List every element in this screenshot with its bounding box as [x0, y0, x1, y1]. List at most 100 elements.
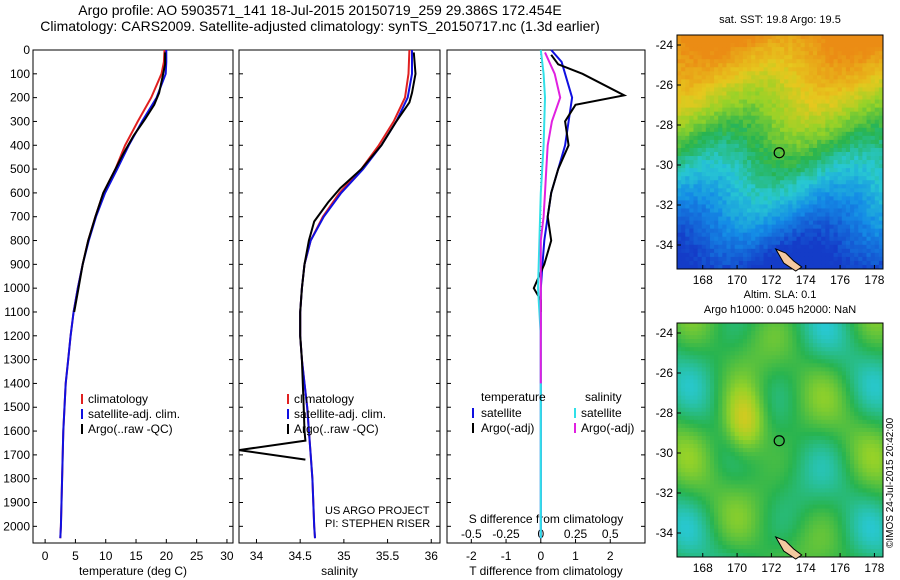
sdiff-xlabel: S difference from climatology — [469, 512, 624, 526]
depth-tick-label: 1600 — [3, 424, 30, 438]
header-line-1: Argo profile: AO 5903571_141 18-Jul-2015… — [78, 2, 562, 18]
legend-title-salinity: salinity — [585, 390, 622, 404]
temperature-xtick-label: 0 — [42, 549, 49, 563]
temperature-series-argo-raw-qc- — [73, 52, 167, 313]
depth-tick-label: 400 — [10, 138, 30, 152]
sdiff-xtick-label: -0.25 — [492, 527, 520, 541]
sla-map-ytick-label: -26 — [656, 366, 674, 380]
depth-tick-label: 100 — [10, 67, 30, 81]
legend-label: Argo(..raw -QC) — [88, 422, 173, 436]
depth-tick-label: 500 — [10, 162, 30, 176]
sla-map-ytick-label: -30 — [656, 446, 674, 460]
sla-map-xtick-label: 172 — [761, 561, 781, 575]
depth-tick-label: 300 — [10, 114, 30, 128]
sst-map-frame — [676, 34, 884, 270]
difference-xtick-label: 2 — [607, 549, 614, 563]
sla-map-argo-position-marker — [773, 435, 785, 447]
legend-label: satellite — [481, 406, 522, 420]
legend-label: Argo(-adj) — [581, 421, 634, 435]
sla-map-ytick-label: -28 — [656, 406, 674, 420]
sla-map-xtick-label: 168 — [693, 561, 713, 575]
difference-plot-frame — [446, 49, 646, 544]
credit-project: US ARGO PROJECT — [325, 505, 430, 517]
sla-map-ytick-label: -34 — [656, 526, 674, 540]
sst-map-xtick-label: 172 — [761, 273, 781, 287]
sst-map-xtick-label: 168 — [693, 273, 713, 287]
temperature-xtick-label: 5 — [72, 549, 79, 563]
temperature-xtick-label: 10 — [99, 549, 113, 563]
depth-tick-label: 0 — [23, 43, 30, 57]
salinity-xtick-label: 34.5 — [288, 549, 312, 563]
depth-tick-label: 1700 — [3, 448, 30, 462]
salinity-xtick-label: 36 — [425, 549, 439, 563]
sst-map-ytick-label: -26 — [656, 78, 674, 92]
legend-title-temperature: temperature — [481, 390, 546, 404]
depth-tick-label: 1500 — [3, 400, 30, 414]
sla-map-raster — [677, 323, 884, 558]
sst-map-ytick-label: -24 — [656, 38, 674, 52]
sla-map-xtick-label: 174 — [796, 561, 816, 575]
legend-label: satellite-adj. clim. — [88, 407, 180, 421]
sst-map-ytick-label: -28 — [656, 118, 674, 132]
legend-label: climatology — [294, 392, 354, 406]
depth-tick-label: 1300 — [3, 353, 30, 367]
salinity-plot-frame — [238, 49, 441, 544]
temperature-xtick-label: 20 — [160, 549, 174, 563]
legend-label: climatology — [88, 392, 148, 406]
depth-tick-label: 600 — [10, 186, 30, 200]
salinity-xlabel: salinity — [321, 564, 358, 578]
temperature-xtick-label: 25 — [190, 549, 204, 563]
sla-map-xtick-label: 170 — [727, 561, 747, 575]
legend-label: Argo(-adj) — [481, 421, 534, 435]
sst-map-ytick-label: -32 — [656, 198, 674, 212]
depth-tick-label: 800 — [10, 234, 30, 248]
depth-tick-label: 2000 — [3, 519, 30, 533]
salinity-series-argo-raw-qc- — [238, 52, 417, 461]
difference-xtick-label: -1 — [501, 549, 512, 563]
sla-map-frame — [676, 322, 884, 558]
sst-map-title: sat. SST: 19.8 Argo: 19.5 — [719, 14, 841, 26]
legend-label: Argo(..raw -QC) — [294, 422, 379, 436]
depth-tick-label: 900 — [10, 257, 30, 271]
sdiff-xtick-label: -0.5 — [461, 527, 482, 541]
sdiff-xtick-label: 0.5 — [602, 527, 619, 541]
depth-tick-label: 1800 — [3, 472, 30, 486]
sla-map-xtick-label: 176 — [830, 561, 850, 575]
difference-xtick-label: 1 — [572, 549, 579, 563]
sst-map-coastline — [774, 248, 803, 272]
sla-map-subtitle: Argo h1000: 0.045 h2000: NaN — [703, 304, 857, 316]
difference-xtick-label: 0 — [537, 549, 544, 563]
sst-map-raster — [677, 35, 884, 270]
sst-map-ytick-label: -34 — [656, 238, 674, 252]
difference-series-salinity-argo-adj- — [539, 51, 562, 384]
salinity-xtick-label: 34 — [250, 549, 264, 563]
sla-map-ytick-label: -24 — [656, 326, 674, 340]
depth-tick-label: 200 — [10, 91, 30, 105]
depth-tick-label: 700 — [10, 210, 30, 224]
sst-map-xtick-label: 170 — [727, 273, 747, 287]
salinity-xtick-label: 35 — [337, 549, 351, 563]
salinity-xtick-label: 35.5 — [376, 549, 400, 563]
depth-tick-label: 1000 — [3, 281, 30, 295]
imos-watermark: ©IMOS 24-Jul-2015 20:42:00 — [885, 417, 896, 548]
sla-map-title: Altim. SLA: 0.1 — [743, 289, 817, 301]
sst-map-xtick-label: 178 — [864, 273, 884, 287]
sst-map-argo-position-marker — [773, 147, 785, 159]
legend-label: satellite-adj. clim. — [294, 407, 386, 421]
sst-map-ytick-label: -30 — [656, 158, 674, 172]
depth-tick-label: 1900 — [3, 496, 30, 510]
sst-map-xtick-label: 176 — [830, 273, 850, 287]
depth-tick-label: 1200 — [3, 329, 30, 343]
depth-tick-label: 1100 — [4, 305, 30, 319]
sla-map-xtick-label: 178 — [864, 561, 884, 575]
sla-map-ytick-label: -32 — [656, 486, 674, 500]
difference-xtick-label: -2 — [466, 549, 477, 563]
header-line-2: Climatology: CARS2009. Satellite-adjuste… — [40, 18, 600, 34]
sst-map-xtick-label: 174 — [796, 273, 816, 287]
sdiff-xtick-label: 0.25 — [564, 527, 588, 541]
temperature-xtick-label: 15 — [129, 549, 143, 563]
sla-map-coastline — [774, 536, 803, 560]
depth-tick-label: 1400 — [3, 376, 30, 390]
credit-pi: PI: STEPHEN RISER — [325, 518, 431, 530]
